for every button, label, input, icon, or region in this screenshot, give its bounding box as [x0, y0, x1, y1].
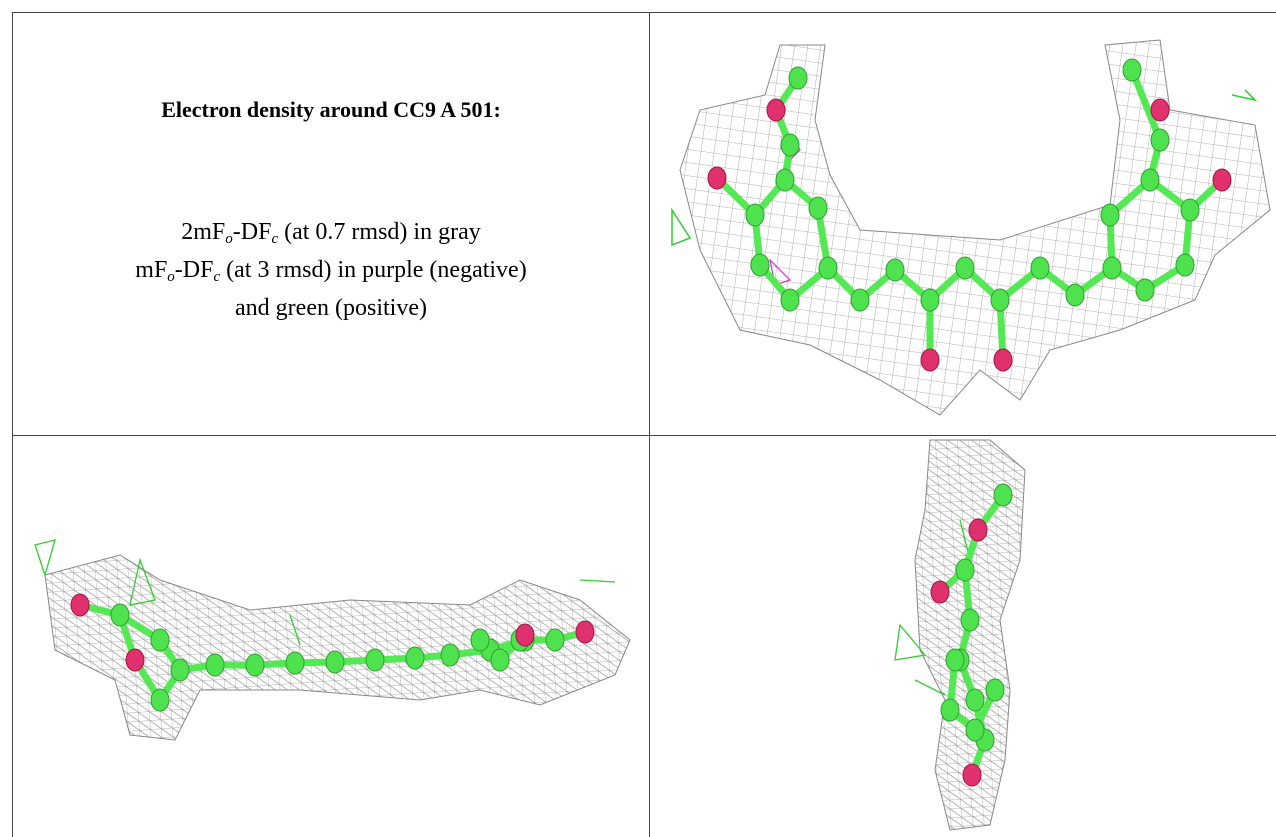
carbon-atom: [470, 628, 490, 652]
carbon-atom: [780, 133, 800, 157]
carbon-atom: [920, 288, 940, 312]
carbon-atom: [750, 253, 770, 277]
carbon-atom: [965, 688, 985, 712]
oxygen-atom: [962, 763, 982, 787]
text: (at 0.7 rmsd) in gray: [278, 219, 481, 245]
carbon-atom: [150, 628, 170, 652]
carbon-atom: [1140, 168, 1160, 192]
carbon-atom: [1030, 256, 1050, 280]
carbon-atom: [808, 196, 828, 220]
carbon-atom: [745, 203, 765, 227]
oxygen-atom: [1150, 98, 1170, 122]
carbon-atom: [170, 658, 190, 682]
bond: [946, 659, 999, 734]
density-mesh: [914, 439, 1026, 831]
carbon-atom: [1135, 278, 1155, 302]
carbon-atom: [940, 698, 960, 722]
carbon-atom: [545, 628, 565, 652]
subscript: c: [271, 231, 279, 247]
caption-lines: 2mFo-DFc (at 0.7 rmsd) in gray mFo-DFc (…: [13, 213, 649, 327]
caption-line: mFo-DFc (at 3 rmsd) in purple (negative): [13, 251, 649, 289]
oxygen-atom: [707, 166, 727, 190]
carbon-atom: [1150, 128, 1170, 152]
oxygen-atom: [920, 348, 940, 372]
carbon-atom: [1175, 253, 1195, 277]
carbon-atom: [1100, 203, 1120, 227]
text: -DF: [232, 219, 272, 245]
positive-density: [671, 89, 1258, 247]
carbon-atom: [775, 168, 795, 192]
carbon-atom: [960, 608, 980, 632]
carbon-atom: [490, 648, 510, 672]
subscript: o: [225, 231, 233, 247]
carbon-atom: [985, 678, 1005, 702]
carbon-atom: [1180, 198, 1200, 222]
carbon-atom: [850, 288, 870, 312]
carbon-atom: [945, 648, 965, 672]
subscript: o: [167, 269, 175, 285]
oxygen-atom: [125, 648, 145, 672]
carbon-atom: [1102, 256, 1122, 280]
caption-cell: Electron density around CC9 A 501: 2mFo-…: [13, 13, 649, 435]
carbon-atom: [1065, 283, 1085, 307]
molecule-art: [34, 39, 1271, 831]
oxygen-atom: [968, 518, 988, 542]
oxygen-atom: [515, 623, 535, 647]
carbon-atom: [365, 648, 385, 672]
oxygen-atom: [70, 593, 90, 617]
table-border: [12, 12, 13, 837]
caption-line: and green (positive): [13, 289, 649, 327]
table-border: [649, 12, 650, 837]
carbon-atom: [205, 653, 225, 677]
text: (at 3 rmsd) in purple (negative): [220, 257, 527, 283]
carbon-atom: [885, 258, 905, 282]
carbon-atom: [955, 256, 975, 280]
oxygen-atom: [766, 98, 786, 122]
text: 2mF: [181, 219, 226, 245]
carbon-atom: [788, 66, 808, 90]
positive-density: [34, 539, 616, 646]
carbon-atom: [965, 718, 985, 742]
oxygen-atom: [575, 620, 595, 644]
carbon-atom: [1122, 58, 1142, 82]
carbon-atom: [955, 558, 975, 582]
carbon-atom: [993, 483, 1013, 507]
carbon-atom: [110, 603, 130, 627]
text: and green (positive): [235, 295, 427, 321]
density-mesh: [679, 39, 1271, 416]
carbon-atom: [405, 646, 425, 670]
text: mF: [135, 257, 168, 283]
carbon-atom: [440, 643, 460, 667]
table-border: [12, 435, 1276, 436]
caption-title: Electron density around CC9 A 501:: [161, 97, 501, 122]
density-mesh: [44, 554, 631, 741]
oxygen-atom: [1212, 168, 1232, 192]
carbon-atom: [325, 650, 345, 674]
carbon-atom: [990, 288, 1010, 312]
carbon-atom: [285, 651, 305, 675]
carbon-atom: [245, 653, 265, 677]
oxygen-atom: [993, 348, 1013, 372]
carbon-atom: [818, 256, 838, 280]
oxygen-atom: [930, 580, 950, 604]
caption-line: 2mFo-DFc (at 0.7 rmsd) in gray: [13, 213, 649, 251]
table-border: [12, 12, 1276, 13]
text: -DF: [174, 257, 214, 283]
carbon-atom: [150, 688, 170, 712]
subscript: c: [213, 269, 221, 285]
carbon-atom: [780, 288, 800, 312]
bond: [116, 613, 183, 704]
